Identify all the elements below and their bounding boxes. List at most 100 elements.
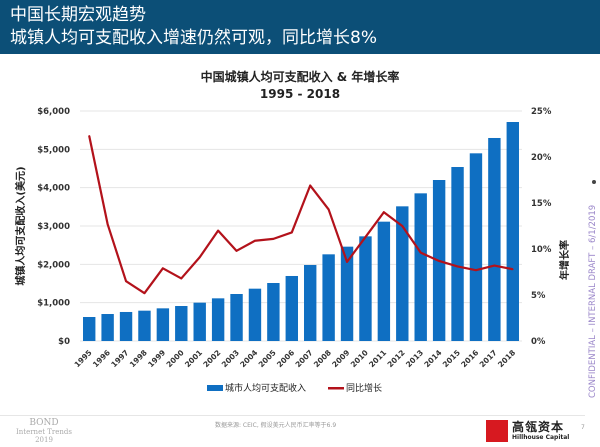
y2-tick-label: 10% [531, 245, 552, 255]
bar [414, 193, 427, 341]
bar [156, 308, 170, 341]
y2-tick-label: 25% [531, 107, 552, 117]
bar [101, 314, 114, 341]
x-tick-label: 2003 [220, 348, 241, 369]
growth-point [364, 236, 367, 238]
x-tick-label: 2002 [201, 348, 222, 369]
growth-point [493, 264, 496, 267]
bar [304, 264, 317, 341]
x-tick-label: 2015 [441, 348, 462, 369]
bond-logo-line2: Internet Trends [15, 428, 72, 436]
chart-title: 中国城镇人均可支配收入 & 年增长率 [201, 69, 400, 84]
bar [248, 288, 262, 341]
growth-point [511, 268, 514, 271]
x-tick-label: 1996 [91, 348, 112, 369]
bar [506, 122, 519, 341]
growth-point [162, 267, 164, 270]
confidential-watermark: CONFIDENTIAL – INTERNAL DRAFT – 6/1/2019 [588, 204, 598, 398]
x-tick-label: 2007 [293, 348, 314, 369]
growth-point [235, 250, 238, 252]
legend-swatch-line [328, 387, 344, 390]
bar [267, 283, 280, 341]
y-tick-label: $6,000 [37, 107, 70, 117]
hillhouse-logo-cn: 高瓴资本 [512, 420, 565, 434]
growth-point [475, 269, 477, 271]
y2-tick-label: 5% [531, 291, 546, 301]
bar [340, 246, 354, 341]
x-tick-label: 2013 [404, 348, 425, 369]
y-axis-label: 城镇人均可支配收入(美元) [14, 166, 27, 285]
y2-tick-label: 0% [531, 337, 546, 347]
x-tick-label: 2018 [496, 348, 517, 369]
chart-subtitle: 1995 - 2018 [260, 87, 340, 101]
bar [359, 236, 372, 341]
bond-logo-line3: 2019 [35, 436, 53, 444]
growth-point [456, 265, 459, 268]
growth-line [88, 135, 514, 295]
growth-point [401, 225, 404, 227]
header: 中国长期宏观趋势 城镇人均可支配收入增速仍然可观，同比增长8% [0, 0, 600, 54]
bar [488, 137, 501, 341]
growth-point [309, 184, 312, 187]
y-tick-label: $4,000 [37, 184, 70, 194]
x-tick-label: 2011 [367, 348, 388, 369]
hillhouse-logo-mark [486, 420, 508, 442]
growth-point [290, 231, 293, 234]
growth-point [88, 135, 91, 137]
x-tick-label: 2012 [386, 348, 407, 369]
growth-point [383, 211, 385, 213]
bar [396, 206, 409, 341]
x-tick-label: 2005 [257, 348, 278, 369]
legend-swatch-bar [207, 385, 223, 391]
growth-point [272, 238, 275, 240]
growth-point [438, 260, 440, 262]
y2-tick-label: 20% [531, 153, 552, 163]
y-tick-label: $1,000 [37, 299, 70, 309]
x-tick-label: 2001 [183, 348, 204, 369]
growth-point [125, 280, 127, 283]
growth-point [327, 208, 330, 211]
bar [285, 275, 298, 341]
y-tick-label: $3,000 [37, 222, 70, 232]
growth-point [143, 292, 146, 294]
y2-tick-label: 15% [531, 199, 552, 209]
page-subtitle: 城镇人均可支配收入增速仍然可观，同比增长8% [10, 28, 377, 48]
legend-label-line: 同比增长 [346, 382, 382, 394]
x-tick-label: 2009 [330, 348, 351, 369]
growth-point [198, 256, 201, 259]
footer-divider [0, 415, 585, 416]
page-number: 7 [581, 424, 585, 431]
x-tick-label: 2017 [478, 348, 499, 369]
x-tick-label: 2004 [238, 348, 259, 369]
bar [211, 298, 225, 341]
growth-point [180, 277, 183, 280]
bar [451, 167, 464, 341]
bar [119, 311, 133, 341]
marker-dot [592, 180, 596, 184]
x-tick-label: 1997 [109, 348, 130, 369]
growth-point [346, 261, 348, 263]
x-tick-label: 2010 [349, 348, 370, 369]
x-tick-label: 1995 [72, 348, 93, 369]
y2-axis-label: 年增长率 [558, 240, 571, 280]
bar [83, 317, 96, 341]
bond-logo: BOND Internet Trends 2019 [14, 418, 74, 444]
y-tick-label: $0 [58, 337, 70, 347]
growth-point [254, 239, 256, 242]
growth-point [217, 229, 219, 232]
x-tick-label: 1998 [128, 348, 149, 369]
bond-logo-line1: BOND [29, 418, 59, 428]
growth-point [106, 223, 109, 225]
page-title: 中国长期宏观趋势 [10, 5, 146, 25]
bar [469, 153, 483, 341]
x-tick-label: 2008 [312, 348, 333, 369]
legend-label-bar: 城市人均可支配收入 [225, 382, 306, 394]
legend: 城市人均可支配收入 同比增长 [207, 382, 382, 394]
hillhouse-logo-en: Hillhouse Capital [512, 434, 570, 441]
x-tick-label: 1999 [146, 348, 167, 369]
growth-point [419, 251, 422, 254]
bar [377, 221, 391, 341]
bar [322, 254, 335, 341]
source-note: 数据来源: CEIC, 假设美元人民币汇率等于6.9 [215, 422, 337, 429]
x-tick-label: 2014 [422, 348, 443, 369]
